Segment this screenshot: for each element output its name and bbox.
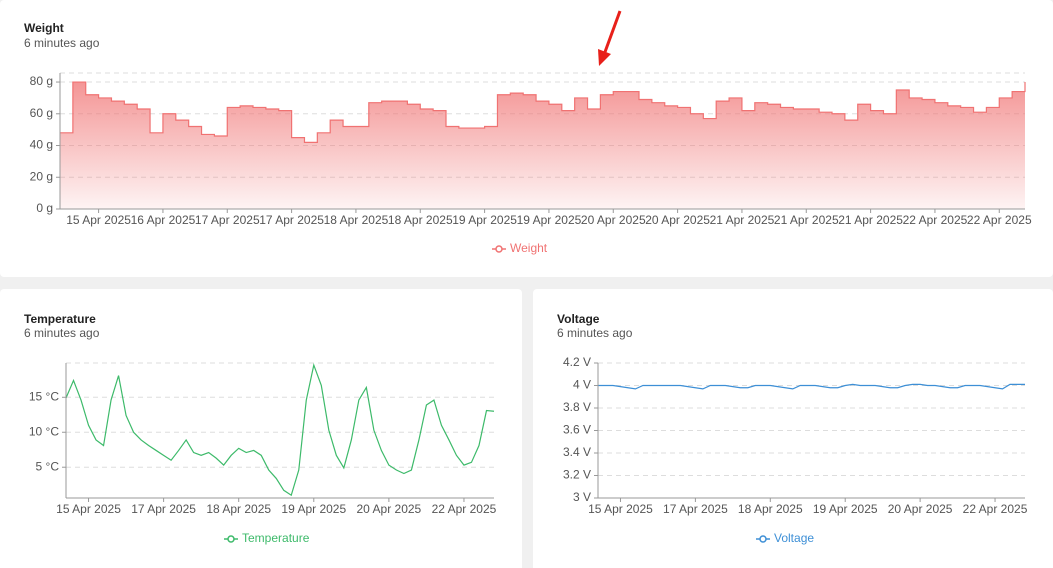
card-subtitle: 6 minutes ago [24,326,100,340]
x-tick-label: 22 Apr 2025 [903,213,968,227]
x-tick-label: 21 Apr 2025 [838,213,903,227]
y-tick-label: 0 g [36,201,53,215]
x-tick-label: 19 Apr 2025 [813,502,878,516]
y-tick-label: 3.6 V [563,423,591,437]
x-tick-label: 20 Apr 2025 [357,502,422,516]
y-tick-label: 3.8 V [563,400,591,414]
y-tick-label: 3 V [573,490,591,504]
y-tick-label: 60 g [30,106,53,120]
x-tick-label: 15 Apr 2025 [66,213,131,227]
legend-marker [227,535,235,543]
x-tick-label: 17 Apr 2025 [195,213,260,227]
card-subtitle: 6 minutes ago [24,36,100,50]
y-tick-label: 3.2 V [563,468,591,482]
x-tick-label: 15 Apr 2025 [56,502,121,516]
x-tick-label: 22 Apr 2025 [967,213,1032,227]
series-line [598,383,1025,390]
x-tick-label: 18 Apr 2025 [206,502,271,516]
x-tick-label: 20 Apr 2025 [581,213,646,227]
y-tick-label: 80 g [30,74,53,88]
legend-label: Weight [510,241,548,255]
y-tick-label: 20 g [30,169,53,183]
x-tick-label: 17 Apr 2025 [259,213,324,227]
x-tick-label: 19 Apr 2025 [452,213,517,227]
card-subtitle: 6 minutes ago [557,326,633,340]
y-tick-label: 10 °C [29,424,59,438]
y-tick-label: 15 °C [29,389,59,403]
y-tick-label: 4 V [573,378,591,392]
x-tick-label: 21 Apr 2025 [774,213,839,227]
x-tick-label: 20 Apr 2025 [645,213,710,227]
x-tick-label: 22 Apr 2025 [432,502,497,516]
x-tick-label: 17 Apr 2025 [663,502,728,516]
series-area [60,82,1025,209]
card-title: Voltage [557,312,600,326]
y-tick-label: 5 °C [36,459,60,473]
x-tick-label: 19 Apr 2025 [281,502,346,516]
x-tick-label: 18 Apr 2025 [738,502,803,516]
card-title: Temperature [24,312,96,326]
legend-label: Voltage [774,531,814,545]
y-tick-label: 40 g [30,138,53,152]
legend-marker [759,535,767,543]
x-tick-label: 18 Apr 2025 [324,213,389,227]
y-tick-label: 4.2 V [563,355,591,369]
x-tick-label: 15 Apr 2025 [588,502,653,516]
x-tick-label: 20 Apr 2025 [888,502,953,516]
y-tick-label: 3.4 V [563,445,591,459]
legend-label: Temperature [242,531,310,545]
x-tick-label: 22 Apr 2025 [963,502,1028,516]
x-tick-label: 21 Apr 2025 [710,213,775,227]
annotation-arrow [598,10,622,66]
x-tick-label: 19 Apr 2025 [517,213,582,227]
series-line [65,362,495,497]
x-tick-label: 17 Apr 2025 [131,502,196,516]
x-tick-label: 18 Apr 2025 [388,213,453,227]
series-line [60,81,1026,143]
x-tick-label: 16 Apr 2025 [131,213,196,227]
legend-marker [495,245,503,253]
card-title: Weight [24,21,64,35]
